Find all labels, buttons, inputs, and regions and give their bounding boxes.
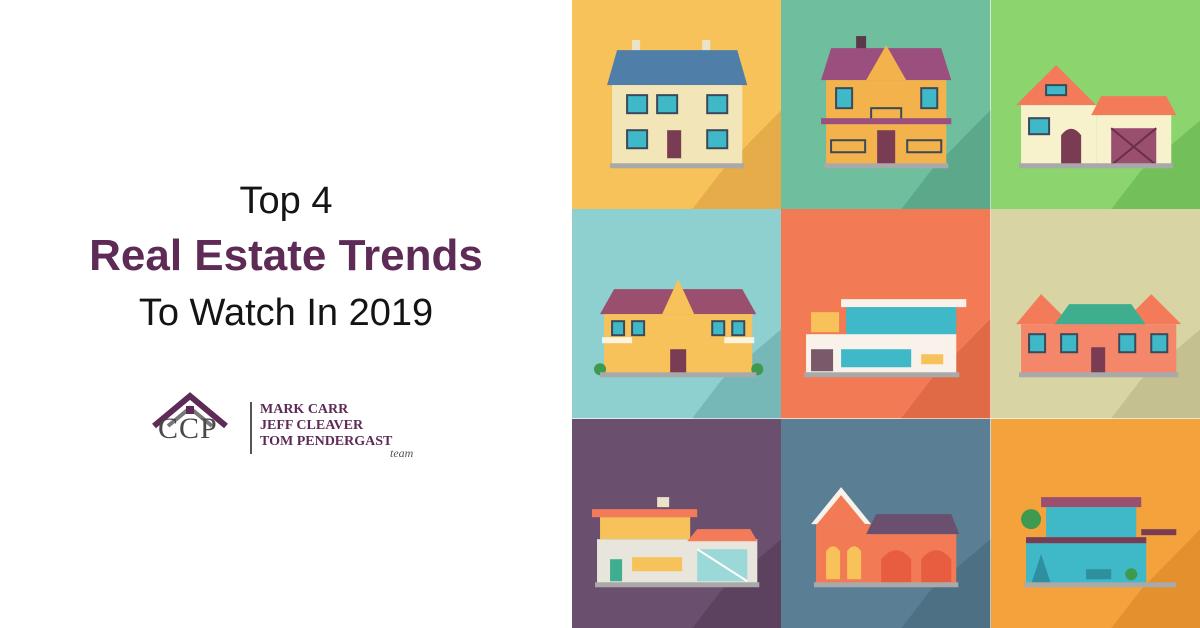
house-icon xyxy=(781,0,991,210)
headline-bottom: To Watch In 2019 xyxy=(138,292,434,334)
headline-top: Top 4 xyxy=(239,180,333,222)
house-icon xyxy=(572,209,782,419)
logo-mark: CCP xyxy=(158,412,218,445)
house-roof-logo-icon xyxy=(152,392,228,429)
tile-house-cottage-garage xyxy=(990,0,1200,210)
tile-house-brick-green-roof xyxy=(990,209,1200,419)
house-icon xyxy=(990,209,1200,419)
house-icon xyxy=(990,0,1200,210)
tile-house-two-story-blue-roof xyxy=(572,0,782,210)
house-icon xyxy=(572,418,782,628)
house-illustration-grid xyxy=(572,0,1200,628)
logo-name-1: MARK CARR xyxy=(260,402,349,417)
logo-team: team xyxy=(390,446,414,460)
tile-house-modern-glass xyxy=(781,209,991,419)
tile-house-modern-pool xyxy=(990,418,1200,628)
house-icon xyxy=(990,418,1200,628)
house-icon xyxy=(572,0,782,210)
house-icon xyxy=(781,209,991,419)
tile-house-modern-garage xyxy=(572,418,782,628)
logo-name-3: TOM PENDERGAST xyxy=(260,434,393,449)
logo-name-2: JEFF CLEAVER xyxy=(260,418,364,433)
tile-house-manor-yellow xyxy=(572,209,782,419)
logo-divider xyxy=(250,402,252,454)
headline-main: Real Estate Trends xyxy=(89,231,483,280)
text-panel: Top 4 Real Estate Trends To Watch In 201… xyxy=(0,0,572,628)
house-icon xyxy=(781,418,991,628)
logo-names: MARK CARR JEFF CLEAVER TOM PENDERGAST xyxy=(260,402,392,450)
team-logo: CCP MARK CARR JEFF CLEAVER TOM PENDERGAS… xyxy=(150,390,440,465)
tile-house-arched-windows xyxy=(781,418,991,628)
tile-house-victorian-balcony xyxy=(781,0,991,210)
